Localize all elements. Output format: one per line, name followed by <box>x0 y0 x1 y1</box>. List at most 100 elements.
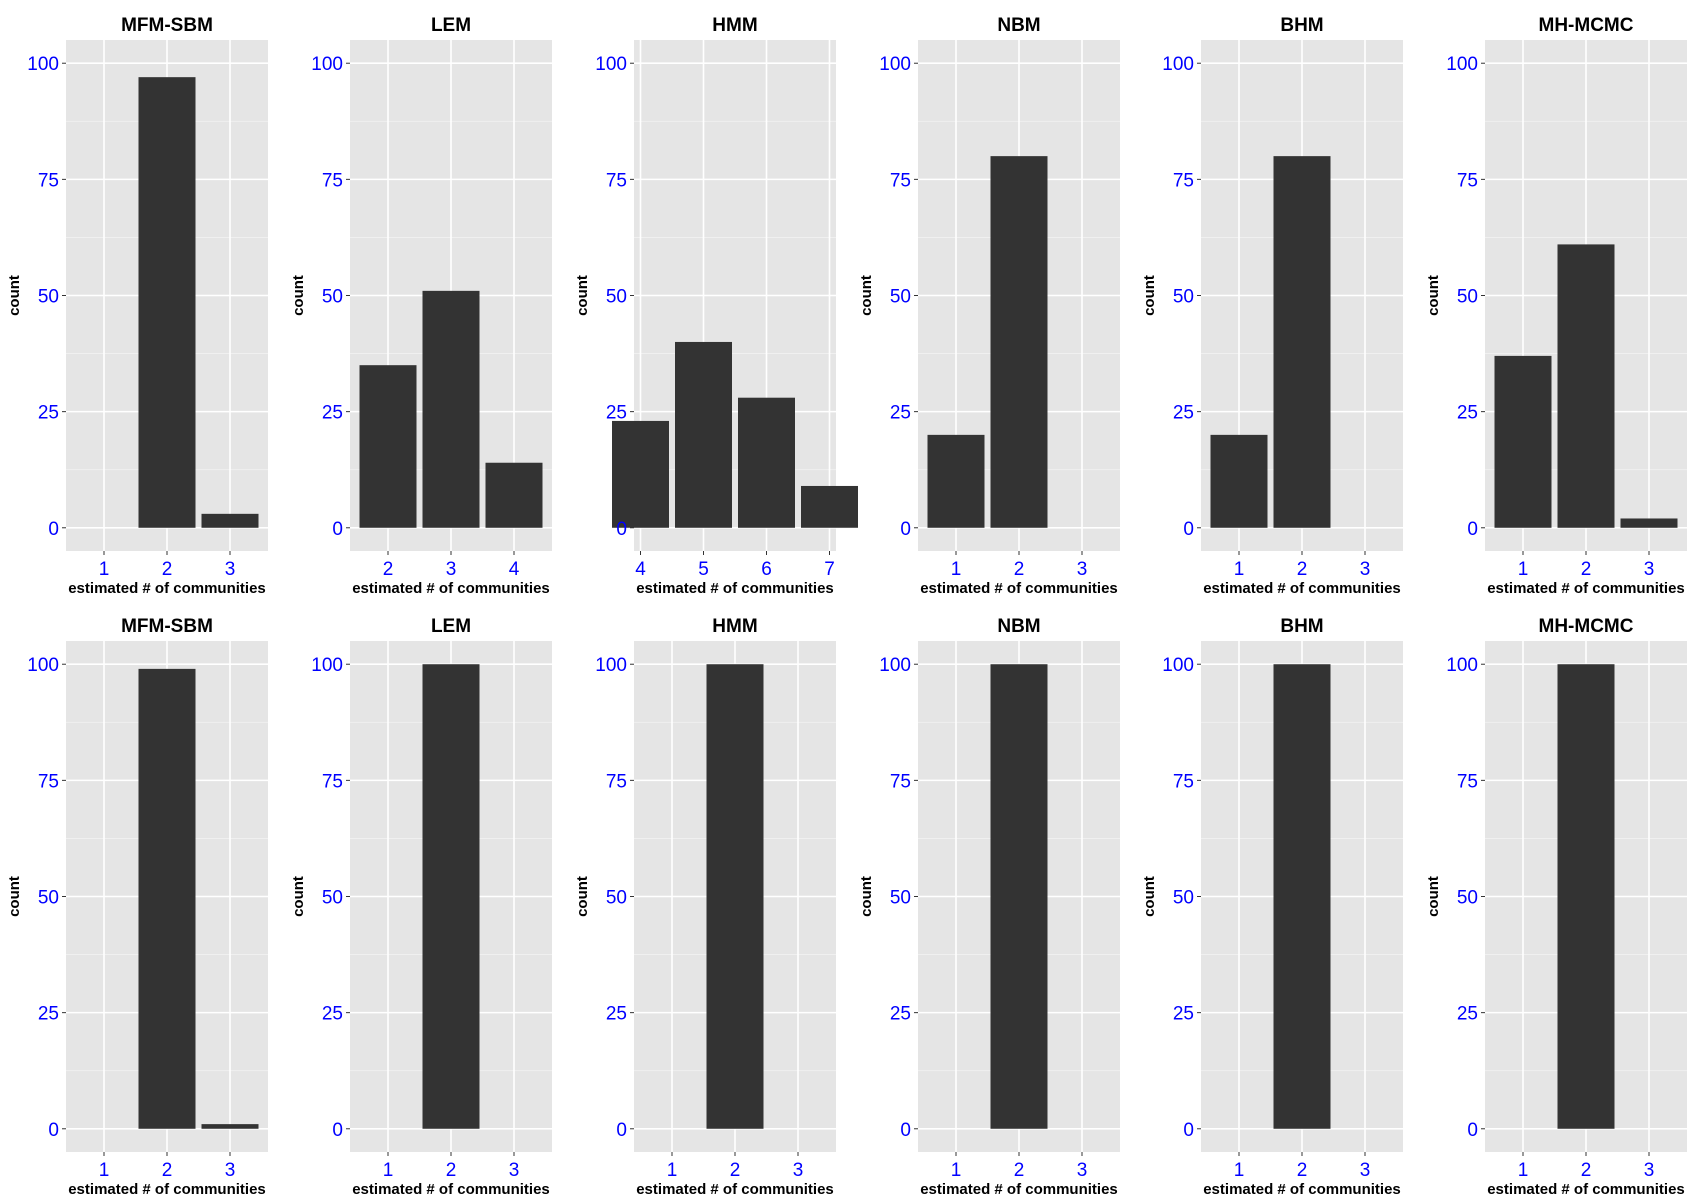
y-tick-label: 100 <box>595 54 627 75</box>
y-tick-label: 100 <box>27 655 59 676</box>
x-tick-label: 6 <box>761 559 772 580</box>
y-tick-label: 50 <box>606 888 627 909</box>
y-tick-label: 25 <box>606 403 627 424</box>
y-axis-title: count <box>1141 876 1158 917</box>
x-axis-title: estimated # of communities <box>68 1181 266 1198</box>
y-axis-title: count <box>1425 876 1442 917</box>
y-tick-label: 0 <box>1467 519 1478 540</box>
x-axis-title: estimated # of communities <box>68 580 266 597</box>
x-tick-label: 2 <box>730 1160 741 1181</box>
y-tick-label: 100 <box>595 655 627 676</box>
y-tick-label: 75 <box>606 170 627 191</box>
x-axis-title: estimated # of communities <box>352 580 550 597</box>
y-axis-title: count <box>574 275 591 316</box>
chart-title: MFM-SBM <box>121 616 213 637</box>
chart-title: MH-MCMC <box>1539 616 1634 637</box>
panel-bottom-lem: 0 25 50 75 100 1 2 3 LEM estimated # of communiti… <box>290 616 552 1198</box>
x-axis-title: estimated # of communities <box>636 1181 834 1198</box>
x-tick-label: 2 <box>383 559 394 580</box>
x-axis-title: estimated # of communities <box>1487 1181 1685 1198</box>
x-tick-label: 2 <box>162 559 173 580</box>
panel-top-mh-mcmc: 0 25 50 75 100 1 2 3 MH-MCMC estimated # of commu… <box>1425 15 1687 597</box>
bar-1 <box>1494 355 1552 528</box>
y-tick-label: 25 <box>606 1004 627 1025</box>
x-tick-label: 5 <box>698 559 709 580</box>
y-tick-label: 75 <box>1173 771 1194 792</box>
panel-bottom-mfm-sbm: 0 25 50 75 100 1 2 3 MFM-SBM estimated # of commu… <box>6 616 268 1198</box>
x-tick-label: 3 <box>1644 559 1655 580</box>
y-tick-label: 50 <box>38 287 59 308</box>
chart-title: BHM <box>1280 15 1323 36</box>
panel-bottom-mh-mcmc: 0 25 50 75 100 1 2 3 MH-MCMC estimated # of commu… <box>1425 616 1687 1198</box>
y-axis-title: count <box>290 275 307 316</box>
y-tick-label: 50 <box>322 888 343 909</box>
y-tick-label: 0 <box>1183 1120 1194 1141</box>
x-tick-label: 1 <box>1518 559 1529 580</box>
bar-1 <box>927 434 985 528</box>
y-axis-title: count <box>858 876 875 917</box>
x-tick-label: 1 <box>951 1160 962 1181</box>
x-tick-label: 3 <box>1077 1160 1088 1181</box>
x-tick-label: 4 <box>509 559 520 580</box>
x-tick-label: 3 <box>793 1160 804 1181</box>
x-tick-label: 1 <box>1518 1160 1529 1181</box>
y-tick-label: 0 <box>900 1120 911 1141</box>
y-tick-label: 75 <box>890 771 911 792</box>
x-tick-label: 2 <box>446 1160 457 1181</box>
bar-2 <box>990 664 1048 1129</box>
panel-top-bhm: 0 25 50 75 100 1 2 3 BHM estimated # of communiti… <box>1141 15 1403 597</box>
chart-title: LEM <box>431 15 471 36</box>
panel-bottom-hmm: 0 25 50 75 100 1 2 3 HMM estimated # of communiti… <box>574 616 836 1198</box>
y-tick-label: 0 <box>616 1120 627 1141</box>
x-tick-label: 2 <box>1581 1160 1592 1181</box>
bar-2 <box>1273 664 1331 1129</box>
x-axis-title: estimated # of communities <box>920 1181 1118 1198</box>
x-tick-label: 4 <box>635 559 646 580</box>
panel-bottom-bhm: 0 25 50 75 100 1 2 3 BHM estimated # of communiti… <box>1141 616 1403 1198</box>
y-axis-title: count <box>574 876 591 917</box>
y-tick-label: 25 <box>38 403 59 424</box>
y-tick-label: 75 <box>38 771 59 792</box>
y-tick-label: 25 <box>322 1004 343 1025</box>
y-tick-label: 75 <box>322 170 343 191</box>
bar-3 <box>201 513 259 528</box>
y-tick-label: 0 <box>332 1120 343 1141</box>
y-tick-label: 50 <box>1173 888 1194 909</box>
x-tick-label: 1 <box>667 1160 678 1181</box>
y-tick-label: 0 <box>1183 519 1194 540</box>
y-tick-label: 100 <box>1446 655 1478 676</box>
y-tick-label: 50 <box>1457 888 1478 909</box>
y-axis-title: count <box>290 876 307 917</box>
y-tick-label: 50 <box>1173 287 1194 308</box>
y-tick-label: 75 <box>1173 170 1194 191</box>
x-tick-label: 1 <box>99 1160 110 1181</box>
x-axis-title: estimated # of communities <box>920 580 1118 597</box>
y-axis-title: count <box>858 275 875 316</box>
y-tick-label: 25 <box>890 1004 911 1025</box>
bar-4 <box>612 420 669 528</box>
panel-bottom-nbm: 0 25 50 75 100 1 2 3 NBM estimated # of communiti… <box>858 616 1120 1198</box>
x-tick-label: 3 <box>225 1160 236 1181</box>
x-tick-label: 2 <box>1297 559 1308 580</box>
chart-title: NBM <box>997 616 1040 637</box>
x-axis-title: estimated # of communities <box>1487 580 1685 597</box>
chart-title: MH-MCMC <box>1539 15 1634 36</box>
y-tick-label: 50 <box>606 287 627 308</box>
bar-2 <box>1557 664 1615 1129</box>
bar-2 <box>990 156 1048 528</box>
y-tick-label: 0 <box>48 519 59 540</box>
y-tick-label: 100 <box>311 54 343 75</box>
y-tick-label: 50 <box>890 287 911 308</box>
y-tick-label: 100 <box>1162 54 1194 75</box>
y-tick-label: 50 <box>1457 287 1478 308</box>
bar-2 <box>138 668 196 1129</box>
x-tick-label: 3 <box>1360 1160 1371 1181</box>
x-axis-title: estimated # of communities <box>636 580 834 597</box>
bar-2 <box>422 664 480 1129</box>
y-tick-label: 0 <box>1467 1120 1478 1141</box>
y-tick-label: 50 <box>322 287 343 308</box>
x-tick-label: 3 <box>509 1160 520 1181</box>
panel-top-mfm-sbm: 0 25 50 75 100 1 2 3 MFM-SBM estimated # of commu… <box>6 15 268 597</box>
x-axis-title: estimated # of communities <box>1203 1181 1401 1198</box>
chart-title: HMM <box>712 616 757 637</box>
